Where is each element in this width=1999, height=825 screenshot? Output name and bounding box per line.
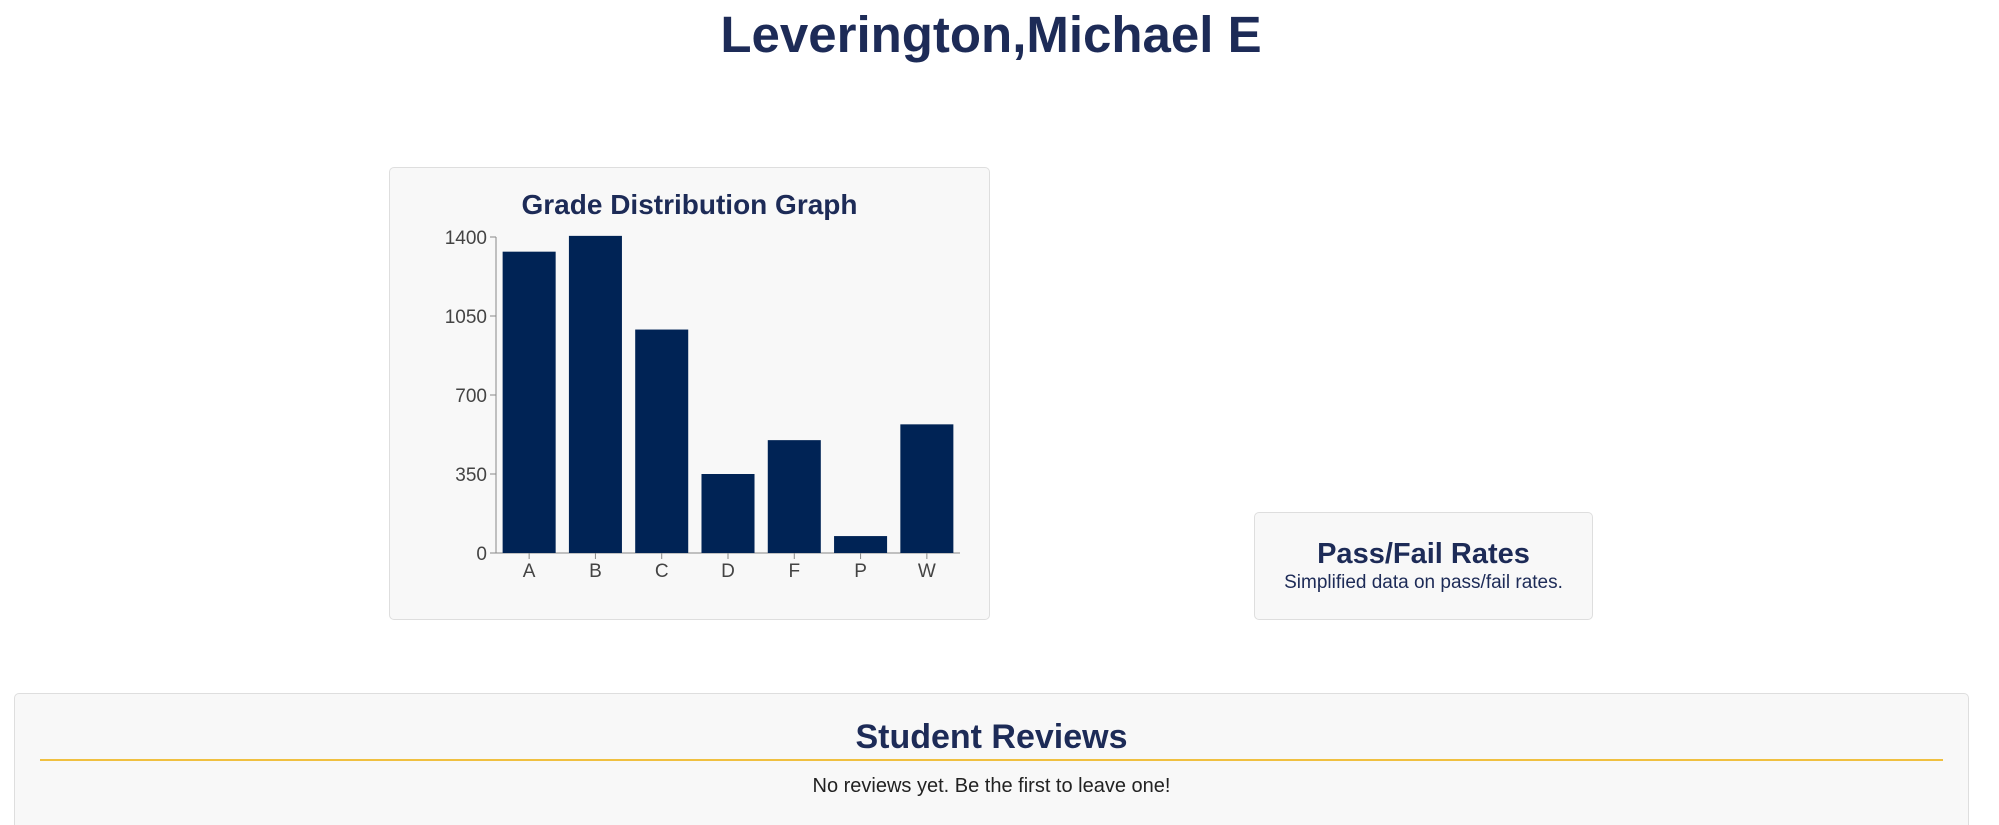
student-reviews-section: Student Reviews No reviews yet. Be the f… [14, 693, 1969, 825]
grade-distribution-chart: 0 350 700 1050 1400 A B C D F P W [445, 228, 960, 582]
grade-distribution-card: Grade Distribution Graph 0 350 700 1050 1400… [389, 167, 990, 620]
y-tick-label: 1400 [445, 228, 487, 249]
bar-a [502, 251, 556, 553]
professor-name: Leverington,Michael E [720, 6, 1262, 63]
bar-w [900, 424, 954, 553]
reviews-divider [40, 759, 1943, 761]
pass-fail-card: Pass/Fail Rates Simplified data on pass/… [1254, 512, 1593, 620]
chart-title: Grade Distribution Graph [521, 189, 858, 220]
y-tick-label: 0 [476, 544, 487, 565]
bar-b [568, 235, 622, 553]
bar-c [635, 329, 689, 553]
x-tick-label: B [589, 561, 602, 582]
x-tick-label: D [721, 561, 735, 582]
bar-d [701, 474, 755, 553]
x-tick-label: W [918, 561, 936, 582]
x-tick-label: C [655, 561, 669, 582]
y-tick-label: 350 [455, 465, 487, 486]
bar-p [834, 536, 888, 553]
pass-fail-subtitle: Simplified data on pass/fail rates. [1284, 572, 1563, 593]
pass-fail-title: Pass/Fail Rates [1317, 538, 1530, 570]
y-tick-label: 1050 [445, 307, 487, 328]
x-tick-label: P [854, 561, 867, 582]
x-tick-label: A [523, 561, 536, 582]
y-tick-label: 700 [455, 386, 487, 407]
bar-f [767, 440, 821, 553]
reviews-empty-message: No reviews yet. Be the first to leave on… [812, 775, 1171, 797]
reviews-title: Student Reviews [855, 718, 1128, 756]
x-tick-label: F [788, 561, 800, 582]
